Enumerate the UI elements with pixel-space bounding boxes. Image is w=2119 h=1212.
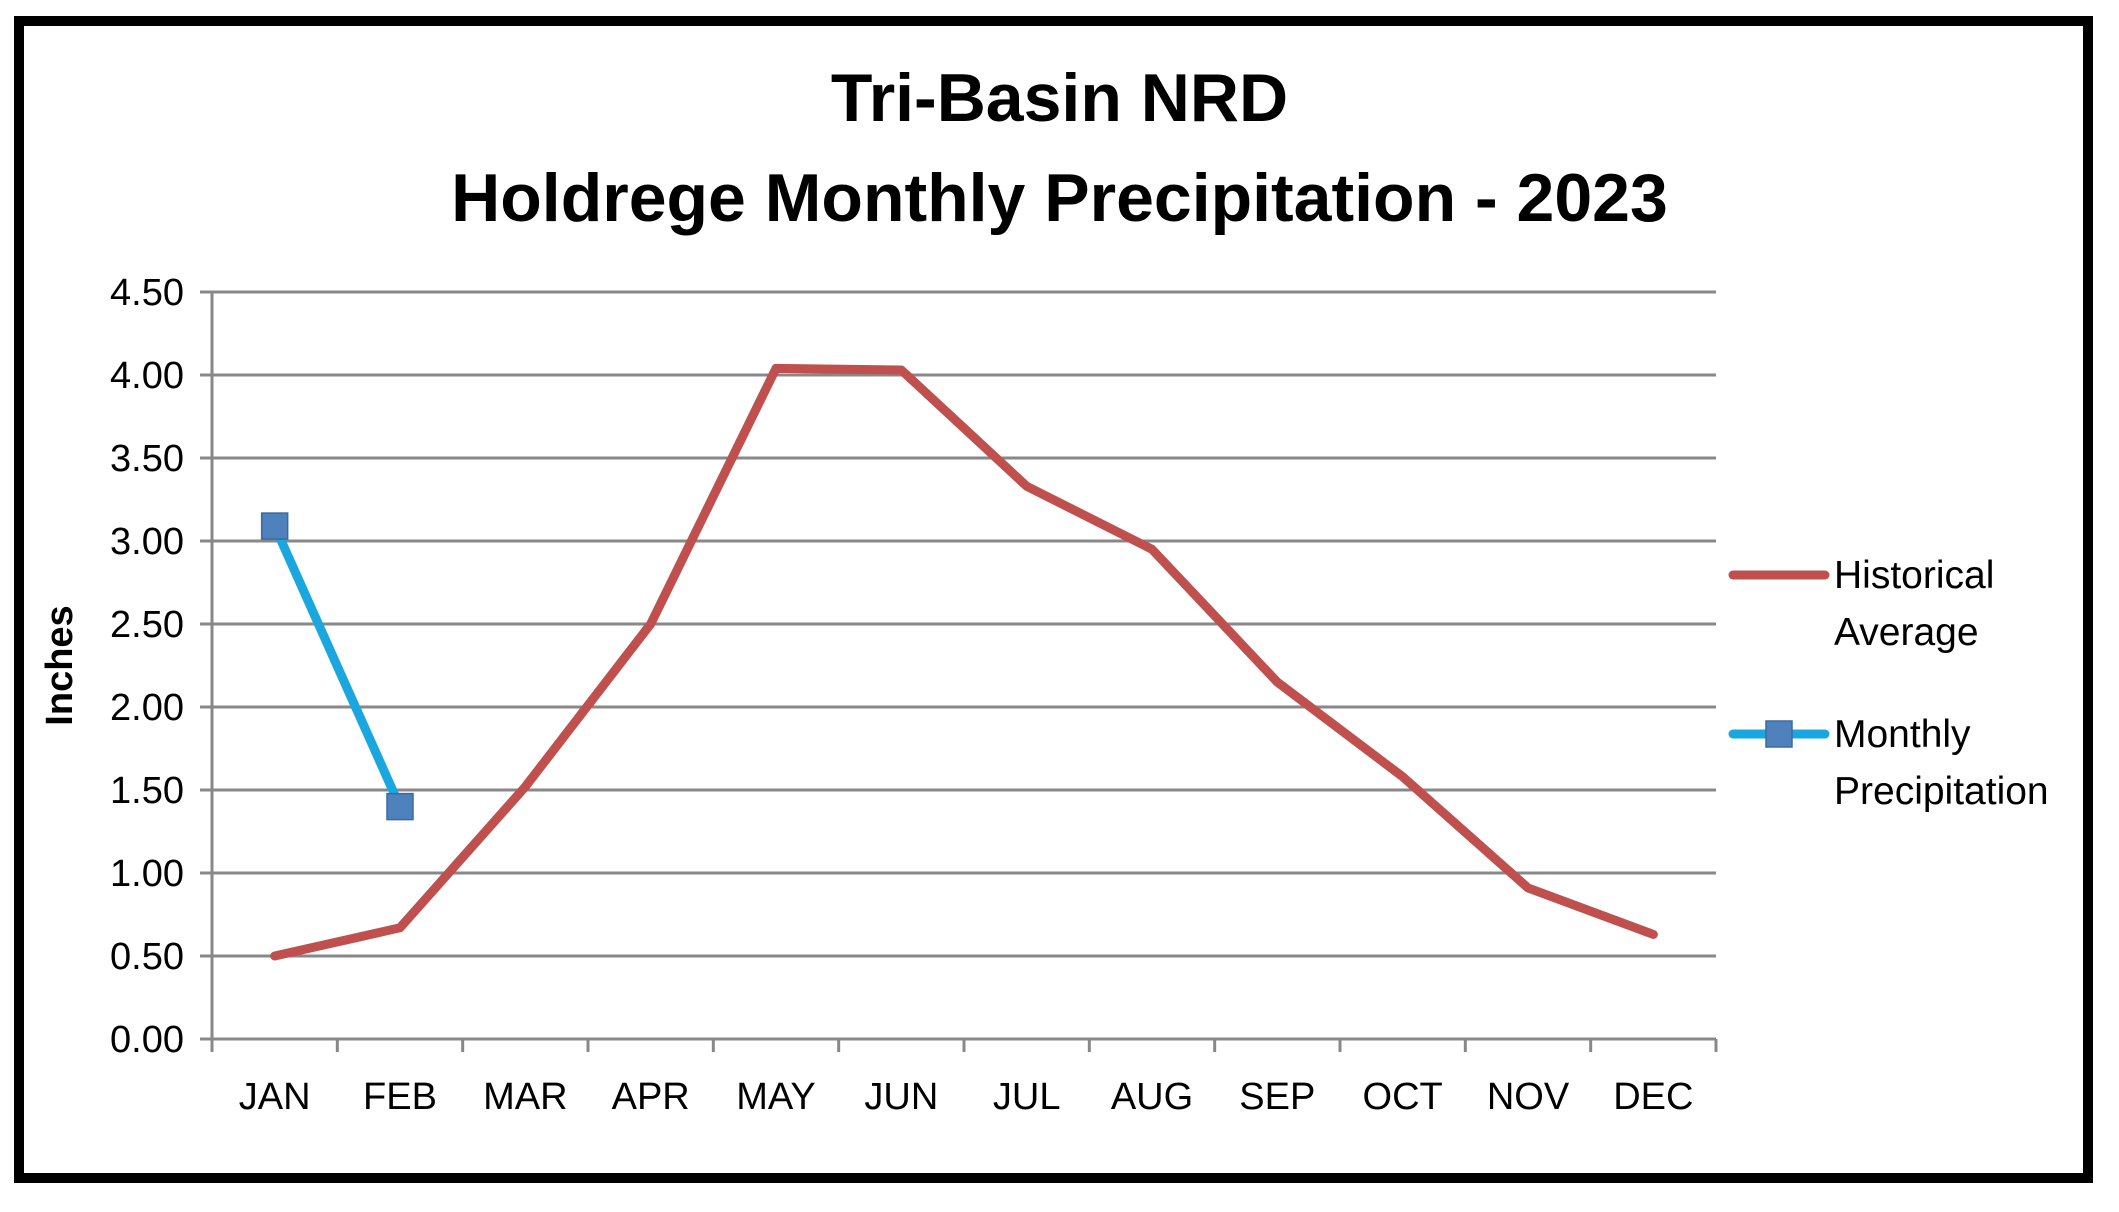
- series-1: [260, 512, 414, 821]
- y-tick-label: 4.00: [110, 355, 184, 397]
- x-tick-label: APR: [612, 1076, 690, 1118]
- legend-label: Average: [1834, 611, 1979, 654]
- y-tick-label: 4.50: [110, 272, 184, 314]
- y-tick-label: 1.50: [110, 770, 184, 812]
- chart-title-line-2: Holdrege Monthly Precipitation - 2023: [451, 160, 1668, 236]
- data-point: [260, 512, 289, 540]
- x-tick-label: FEB: [363, 1076, 437, 1118]
- x-tick-label: JAN: [239, 1076, 311, 1118]
- series-line: [270, 521, 405, 812]
- legend-swatch-marker: [1765, 720, 1793, 748]
- y-tick-label: 0.00: [110, 1019, 184, 1061]
- legend: Historical Average Monthly Precipitation: [1728, 554, 2049, 813]
- x-tick-label: SEP: [1239, 1076, 1315, 1118]
- legend-item: Monthly Precipitation: [1728, 713, 2049, 813]
- y-tick-label: 2.00: [110, 687, 184, 729]
- chart-frame: [14, 16, 2093, 1183]
- x-tick-label: JUN: [864, 1076, 938, 1118]
- x-tick-label: NOV: [1487, 1076, 1570, 1118]
- y-tick-label: 0.50: [110, 936, 184, 978]
- x-tick-label: MAY: [736, 1076, 816, 1118]
- series-line: [270, 363, 1658, 961]
- x-tick-label: OCT: [1363, 1076, 1443, 1118]
- legend-label: Historical: [1834, 554, 1994, 597]
- y-axis-ticks: 0.00 0.50 1.00 1.50 2.00 2.50 3.00 3.50 4.00 4.50: [110, 272, 184, 1061]
- y-tick-label: 3.50: [110, 438, 184, 480]
- legend-label: Precipitation: [1834, 770, 2049, 813]
- axes: [200, 290, 1718, 1052]
- chart-title: Tri-Basin NRD Holdrege Monthly Precipita…: [0, 48, 2119, 248]
- y-tick-label: 1.00: [110, 853, 184, 895]
- x-tick-label: JUL: [993, 1076, 1061, 1118]
- x-axis-ticks: JAN FEB MAR APR MAY JUN JUL AUG SEP OCT NOV DEC: [239, 1076, 1694, 1118]
- x-tick-label: MAR: [483, 1076, 567, 1118]
- y-axis-label: Inches: [39, 605, 81, 725]
- y-tick-label: 3.00: [110, 521, 184, 563]
- chart-title-line-1: Tri-Basin NRD: [830, 60, 1289, 136]
- legend-label: Monthly: [1834, 713, 1971, 756]
- series-0: [270, 363, 1658, 961]
- legend-item: Historical Average: [1728, 554, 1994, 654]
- x-tick-label: DEC: [1613, 1076, 1693, 1118]
- y-tick-label: 2.50: [110, 604, 184, 646]
- data-point: [386, 792, 414, 821]
- x-tick-label: AUG: [1111, 1076, 1193, 1118]
- gridlines: [212, 290, 1716, 958]
- series-layer: [260, 363, 1658, 961]
